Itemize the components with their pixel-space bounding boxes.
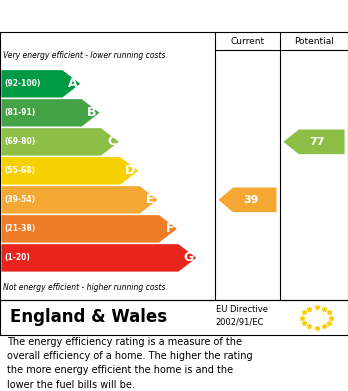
Text: Not energy efficient - higher running costs: Not energy efficient - higher running co… xyxy=(3,283,166,292)
Polygon shape xyxy=(1,128,119,156)
Text: 77: 77 xyxy=(310,137,325,147)
Polygon shape xyxy=(219,188,277,212)
Text: E: E xyxy=(146,194,155,206)
Text: (1-20): (1-20) xyxy=(4,253,30,262)
Text: G: G xyxy=(183,251,193,264)
Text: (39-54): (39-54) xyxy=(4,196,35,204)
Text: Very energy efficient - lower running costs: Very energy efficient - lower running co… xyxy=(3,51,166,60)
Polygon shape xyxy=(1,157,138,185)
Polygon shape xyxy=(1,215,177,242)
Text: 39: 39 xyxy=(243,195,259,205)
Polygon shape xyxy=(284,129,345,154)
Text: Energy Efficiency Rating: Energy Efficiency Rating xyxy=(10,9,220,23)
Text: D: D xyxy=(125,164,135,178)
Text: The energy efficiency rating is a measure of the
overall efficiency of a home. T: The energy efficiency rating is a measur… xyxy=(7,337,253,390)
Text: Potential: Potential xyxy=(294,36,334,45)
Text: B: B xyxy=(87,106,97,119)
Text: (92-100): (92-100) xyxy=(4,79,41,88)
Text: A: A xyxy=(68,77,77,90)
Polygon shape xyxy=(1,99,100,127)
Polygon shape xyxy=(1,70,80,97)
Text: Current: Current xyxy=(230,36,264,45)
Text: (55-68): (55-68) xyxy=(4,166,35,175)
Text: (81-91): (81-91) xyxy=(4,108,35,117)
Text: England & Wales: England & Wales xyxy=(10,308,168,326)
Polygon shape xyxy=(1,244,196,272)
Text: (69-80): (69-80) xyxy=(4,137,35,146)
Text: F: F xyxy=(166,222,174,235)
Text: (21-38): (21-38) xyxy=(4,224,35,233)
Text: EU Directive
2002/91/EC: EU Directive 2002/91/EC xyxy=(216,305,268,326)
Polygon shape xyxy=(1,186,158,213)
Text: C: C xyxy=(107,135,116,148)
